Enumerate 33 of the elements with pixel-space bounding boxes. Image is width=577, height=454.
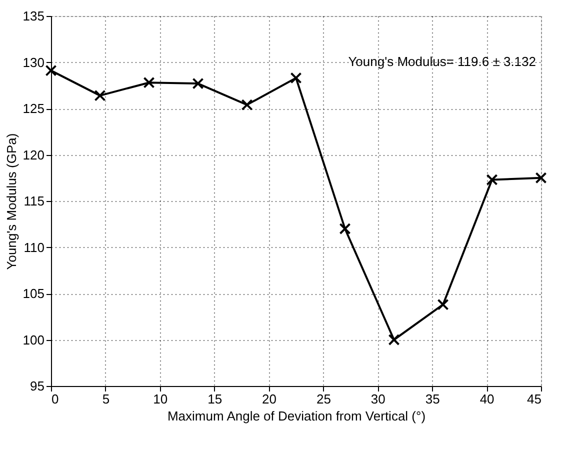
- x-tick-label: 35: [425, 392, 440, 406]
- y-tick-label: 125: [22, 101, 44, 116]
- point: [241, 99, 253, 111]
- annotation: Young's Modulus= 119.6 ± 3.132: [348, 54, 536, 69]
- point: [143, 76, 155, 88]
- point: [535, 172, 547, 184]
- point: [45, 64, 57, 76]
- x-tick-label: 5: [102, 392, 110, 406]
- y-tick-label: 105: [22, 286, 44, 301]
- y-tick-label: 120: [22, 147, 44, 162]
- y-tick-label: 115: [24, 194, 44, 208]
- x-tick-label: 10: [153, 392, 168, 406]
- point: [339, 223, 351, 234]
- point: [94, 90, 106, 102]
- point: [192, 78, 204, 90]
- x-tick-label: 45: [527, 392, 542, 406]
- x-tick-label: 20: [262, 392, 277, 406]
- y-tick-label: 135: [22, 8, 44, 24]
- point: [437, 298, 449, 310]
- x-tick-label: 40: [480, 392, 494, 406]
- y-tick-label: 100: [22, 332, 44, 348]
- y-tick-label: 110: [24, 240, 44, 255]
- y-axis-title: Young's Modulus (GPa): [4, 133, 19, 270]
- y-tick-label: 95: [30, 378, 44, 394]
- x-tick-label: 15: [208, 392, 222, 406]
- point: [388, 334, 400, 346]
- x-tick-label: 30: [370, 392, 386, 406]
- x-tick-label: 0: [52, 392, 59, 406]
- y-tick-label: 130: [22, 54, 44, 70]
- x-axis-title: Maximum Angle of Deviation from Vertical (°): [167, 408, 426, 424]
- point: [290, 72, 302, 84]
- x-tick-label: 25: [316, 392, 331, 406]
- point: [486, 174, 498, 186]
